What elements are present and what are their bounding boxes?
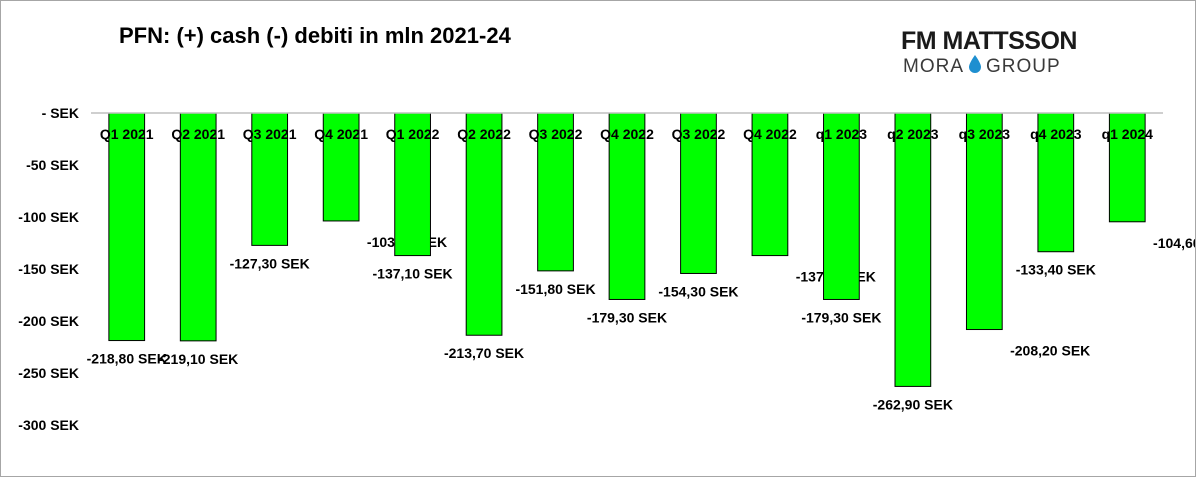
- bar: [251, 112, 289, 246]
- y-tick-label: -50 SEK: [26, 157, 79, 173]
- y-tick-label: - SEK: [42, 105, 79, 121]
- data-label: -127,30 SEK: [230, 255, 310, 271]
- logo-text-mora: MORA: [903, 56, 964, 77]
- x-category-label: Q4 2021: [314, 126, 368, 142]
- x-category-label: Q3 2022: [672, 126, 726, 142]
- logo-text-group: GROUP: [986, 56, 1061, 77]
- x-category-label: Q2 2021: [171, 126, 225, 142]
- x-category-label: q2 2023: [887, 126, 939, 142]
- data-label: -104,60 SEK: [1153, 235, 1195, 251]
- data-label: -218,80 SEK: [87, 351, 167, 367]
- data-label: -208,20 SEK: [1010, 343, 1090, 359]
- x-category-label: q1 2023: [816, 126, 868, 142]
- data-label: -133,40 SEK: [1016, 262, 1096, 278]
- bar: [394, 112, 431, 257]
- bar: [465, 112, 503, 336]
- bar: [680, 112, 717, 274]
- x-category-label: Q1 2022: [386, 126, 440, 142]
- x-category-label: q3 2023: [959, 126, 1011, 142]
- bar: [108, 112, 146, 342]
- x-category-label: Q4 2022: [600, 126, 654, 142]
- water-drop-icon: [969, 55, 981, 73]
- y-tick-label: -100 SEK: [18, 209, 79, 225]
- company-logo: FM MATTSSON MORA GROUP: [901, 27, 1116, 79]
- x-category-label: Q3 2021: [243, 126, 297, 142]
- data-label: -151,80 SEK: [515, 281, 595, 297]
- x-category-label: Q2 2022: [457, 126, 511, 142]
- data-label: -137,10 SEK: [373, 266, 453, 282]
- logo-text-bottom: MORA GROUP: [903, 54, 1061, 78]
- chart-title: PFN: (+) cash (-) debiti in mln 2021-24: [119, 23, 511, 48]
- bar: [894, 112, 932, 387]
- bar: [751, 112, 789, 257]
- bar: [608, 112, 646, 300]
- x-category-label: Q3 2022: [529, 126, 583, 142]
- bar: [965, 112, 1003, 331]
- bar: [322, 112, 360, 222]
- data-label: -179,30 SEK: [587, 309, 667, 325]
- y-tick-label: -300 SEK: [18, 417, 79, 433]
- y-tick-label: -250 SEK: [18, 365, 79, 381]
- x-category-label: Q4 2022: [743, 126, 797, 142]
- bar: [1037, 112, 1075, 253]
- bar: [823, 112, 860, 300]
- data-label: -154,30 SEK: [658, 283, 738, 299]
- y-tick-label: -150 SEK: [18, 261, 79, 277]
- data-label: -262,90 SEK: [873, 396, 953, 412]
- x-category-label: q4 2023: [1030, 126, 1082, 142]
- bar: [1108, 112, 1146, 223]
- x-category-label: Q1 2021: [100, 126, 154, 142]
- y-tick-label: -200 SEK: [18, 313, 79, 329]
- logo-text-top: FM MATTSSON: [901, 27, 1077, 55]
- x-category-label: q1 2024: [1102, 126, 1154, 142]
- bar: [537, 112, 574, 272]
- bar: [179, 112, 217, 342]
- data-label: -179,30 SEK: [801, 309, 881, 325]
- data-label: -219,10 SEK: [158, 351, 238, 367]
- data-label: -213,70 SEK: [444, 345, 524, 361]
